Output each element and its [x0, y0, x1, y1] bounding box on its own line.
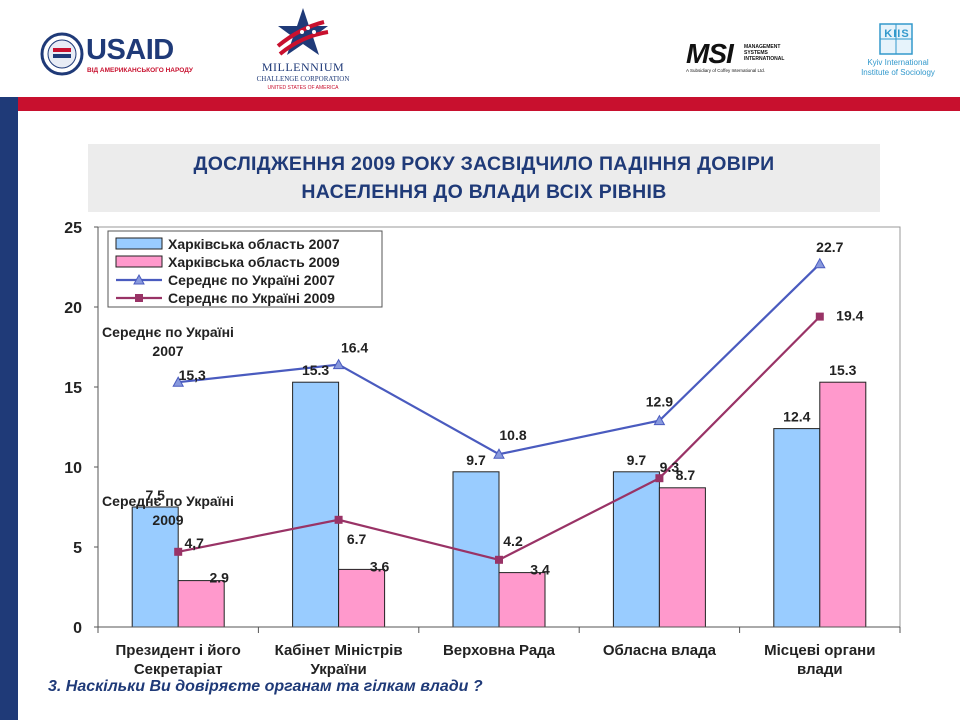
- slide-title-line-1: ДОСЛІДЖЕННЯ 2009 РОКУ ЗАСВІДЧИЛО ПАДІННЯ…: [193, 153, 775, 175]
- x-category-label: Місцеві органи: [764, 642, 875, 659]
- data-label: 9.7: [466, 452, 486, 468]
- annotation-label: 2009: [152, 512, 183, 528]
- kiis-logo: KIIS Kyiv International Institute of Soc…: [852, 22, 944, 80]
- slide-title-box: ДОСЛІДЖЕННЯ 2009 РОКУ ЗАСВІДЧИЛО ПАДІННЯ…: [88, 144, 880, 212]
- msi-line3: INTERNATIONAL: [744, 56, 785, 62]
- data-label: 7.5: [145, 487, 165, 503]
- y-tick-label: 25: [64, 220, 82, 237]
- y-tick-label: 0: [73, 620, 82, 637]
- mcc-logo: MILLENNIUM CHALLENGE CORPORATION UNITED …: [248, 6, 358, 94]
- usaid-tagline: ВІД АМЕРИКАНСЬКОГО НАРОДУ: [87, 67, 193, 74]
- kiis-line1: Kyiv International: [867, 58, 929, 67]
- kiis-cube-icon: [879, 23, 913, 55]
- x-category-label: Секретаріат: [134, 661, 223, 678]
- x-category-label: Верховна Рада: [443, 642, 556, 659]
- x-category-label: Кабінет Міністрів: [275, 642, 403, 659]
- legend-marker: [133, 273, 145, 285]
- kiis-line2: Institute of Sociology: [861, 68, 935, 77]
- line-marker: [172, 376, 185, 387]
- left-navy-band: [0, 97, 18, 720]
- bar: [292, 381, 340, 628]
- line-marker: [655, 474, 664, 483]
- legend-marker: [135, 294, 143, 302]
- mcc-line1: MILLENNIUM: [261, 60, 345, 74]
- line-marker: [495, 555, 503, 564]
- usaid-name: USAID: [86, 34, 174, 66]
- line-marker: [174, 547, 183, 556]
- x-category-label: влади: [797, 661, 843, 678]
- y-tick-label: 10: [64, 460, 82, 477]
- legend-swatch: [115, 255, 163, 268]
- legend-swatch: [115, 237, 163, 250]
- data-label: 9.3: [660, 459, 680, 475]
- msi-subsidiary: A Subsidiary of Coffey International Ltd…: [686, 68, 765, 73]
- x-category-label: Президент і його: [116, 642, 241, 659]
- legend-label: Середнє по Україні 2007: [168, 272, 335, 288]
- line-marker: [332, 358, 345, 370]
- line-marker: [653, 414, 666, 426]
- kiis-mark: KIIS: [884, 28, 910, 40]
- line-marker: [813, 257, 826, 269]
- bar: [498, 572, 546, 628]
- usaid-logo: USAID ВІД АМЕРИКАНСЬКОГО НАРОДУ: [40, 32, 193, 82]
- data-label: 16.4: [341, 340, 368, 356]
- usaid-seal-icon: [40, 32, 84, 76]
- data-label: 2.9: [209, 570, 229, 586]
- bar: [131, 506, 179, 628]
- bar: [177, 580, 225, 628]
- line-marker: [815, 312, 824, 321]
- data-label: 15.3: [829, 362, 856, 378]
- annotation-label: Середнє по Україні: [102, 324, 234, 340]
- msi-line1: MANAGEMENT: [744, 44, 781, 50]
- data-label: 3.6: [370, 558, 390, 574]
- annotation-label: 2007: [152, 343, 183, 359]
- header-red-band: [0, 97, 960, 111]
- data-label: 22.7: [816, 239, 843, 255]
- msi-name: MSI: [686, 38, 734, 69]
- bar: [658, 487, 706, 628]
- msi-logo: MSI MANAGEMENT SYSTEMS INTERNATIONAL A S…: [686, 38, 796, 76]
- data-label: 4.2: [503, 533, 523, 549]
- y-tick-label: 20: [64, 300, 82, 317]
- legend-label: Харківська область 2007: [168, 236, 340, 252]
- bar: [338, 568, 386, 628]
- y-tick-label: 15: [64, 380, 82, 397]
- data-label: 9.7: [627, 452, 647, 468]
- mcc-line2: CHALLENGE CORPORATION: [256, 75, 350, 83]
- msi-line2: SYSTEMS: [744, 50, 768, 56]
- mcc-star-icon: [276, 8, 329, 56]
- legend-label: Середнє по Україні 2009: [168, 290, 335, 306]
- slide-title-line-2: НАСЕЛЕННЯ ДО ВЛАДИ ВСІХ РІВНІВ: [301, 181, 667, 203]
- annotation-label: Середнє по Україні: [102, 493, 234, 509]
- legend-label: Харківська область 2009: [168, 254, 340, 270]
- data-label: 10.8: [499, 427, 526, 443]
- data-label: 12.4: [783, 409, 810, 425]
- survey-question: 3. Наскільки Ви довіряєте органам та гіл…: [48, 678, 483, 695]
- x-category-label: України: [310, 661, 366, 678]
- x-category-label: Обласна влада: [603, 642, 717, 659]
- line-marker: [493, 448, 505, 459]
- bar: [819, 381, 867, 628]
- data-label: 12.9: [646, 394, 673, 410]
- data-label: 6.7: [347, 531, 367, 547]
- mcc-line3: UNITED STATES OF AMERICA: [267, 85, 339, 91]
- bar: [612, 471, 660, 628]
- data-label: 8.7: [676, 467, 696, 483]
- data-label: 19.4: [836, 308, 863, 324]
- line-marker: [334, 515, 343, 524]
- data-label: 4,7: [184, 535, 204, 551]
- data-label: 3.4: [530, 562, 550, 578]
- y-tick-label: 5: [73, 540, 82, 557]
- bar: [773, 428, 821, 628]
- data-label: 15.3: [302, 362, 329, 378]
- data-label: 15,3: [179, 367, 206, 383]
